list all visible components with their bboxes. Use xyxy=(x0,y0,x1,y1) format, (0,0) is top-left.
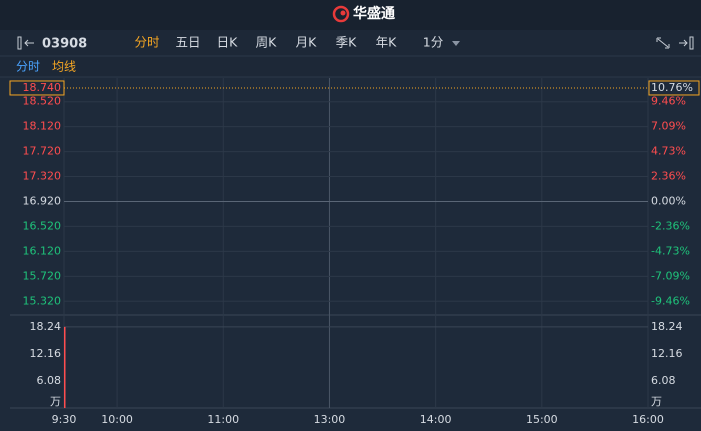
exit-icon[interactable] xyxy=(679,36,694,50)
logo-icon xyxy=(340,10,346,16)
x-tick-label: 9:30 xyxy=(52,413,77,426)
tab[interactable]: 日K xyxy=(217,35,239,50)
app-name: 华盛通 xyxy=(353,5,395,22)
toolbar-bg xyxy=(0,30,701,77)
x-tick-label: 10:00 xyxy=(101,413,133,426)
last-change-label: 10.76% xyxy=(651,81,693,94)
y2-tick-label: -4.73% xyxy=(651,244,690,257)
icon xyxy=(689,36,694,50)
tab[interactable]: 年K xyxy=(376,35,398,50)
tab[interactable]: 1分 xyxy=(423,35,443,50)
dropdown-arrow[interactable] xyxy=(452,41,460,46)
tab[interactable]: 分时 xyxy=(134,35,160,50)
y2-tick-label: 7.09% xyxy=(651,120,686,133)
x-tick-label: 11:00 xyxy=(207,413,239,426)
y2-tick-label: -7.09% xyxy=(651,269,690,282)
tabs: 分时 五日 日K 周K 月K 季K 年K 1分 xyxy=(134,35,443,50)
last-price-box xyxy=(9,80,65,96)
x-tick-label: 13:00 xyxy=(314,413,346,426)
fullscreen-icon[interactable] xyxy=(656,37,670,49)
unit-label: 万 xyxy=(651,395,662,408)
tab[interactable]: 五日 xyxy=(175,35,200,50)
y-tick-label: 17.320 xyxy=(23,170,62,183)
y2-tick-label: 18.24 xyxy=(651,320,683,333)
y-tick-label: 16.520 xyxy=(23,219,62,232)
y2-tick-label: 12.16 xyxy=(651,347,683,360)
y2-tick-label: 2.36% xyxy=(651,170,686,183)
subtab[interactable]: 分时 xyxy=(16,60,40,74)
y-tick-label: 15.320 xyxy=(23,294,62,307)
logo-icon xyxy=(332,5,350,23)
x-tick-label: 15:00 xyxy=(526,413,558,426)
symbol: 03908 xyxy=(42,37,87,52)
y-tick-label: 18.520 xyxy=(23,95,62,108)
unit-label: 万 xyxy=(50,395,61,408)
icon xyxy=(656,37,670,49)
y2-tick-label: 9.46% xyxy=(651,95,686,108)
icon xyxy=(17,36,22,50)
x-tick-label: 16:00 xyxy=(632,413,664,426)
volume-bar xyxy=(64,326,66,408)
y-tick-label: 15.720 xyxy=(23,269,62,282)
y2-tick-label: 6.08 xyxy=(651,374,676,387)
y-tick-label: 18.24 xyxy=(30,320,62,333)
x-tick-label: 14:00 xyxy=(420,413,452,426)
last-price-label: 18.740 xyxy=(23,81,62,94)
y2-tick-label: -9.46% xyxy=(651,294,690,307)
sidebar-toggle[interactable] xyxy=(17,36,34,50)
y2-tick-label: -2.36% xyxy=(651,219,690,232)
y-tick-label: 6.08 xyxy=(37,374,62,387)
tab[interactable]: 季K xyxy=(336,35,358,50)
y-tick-label: 18.120 xyxy=(23,120,62,133)
y2-tick-label: 0.00% xyxy=(651,194,686,207)
top-bar xyxy=(0,0,701,30)
y-tick-label: 16.920 xyxy=(23,194,62,207)
y-tick-label: 12.16 xyxy=(30,347,62,360)
subtab[interactable]: 均线 xyxy=(52,60,76,74)
y-tick-label: 17.720 xyxy=(23,145,62,158)
icon xyxy=(679,39,688,47)
y-tick-label: 16.120 xyxy=(23,244,62,257)
tab[interactable]: 周K xyxy=(256,35,278,50)
last-change-box xyxy=(648,80,700,96)
tab[interactable]: 月K xyxy=(296,35,318,50)
logo: 华盛通 xyxy=(332,5,395,23)
icon xyxy=(24,39,34,47)
chart: 9:30 10:00 11:00 13:00 14:00 15:00 16:00 18.520… xyxy=(9,78,701,426)
y2-tick-label: 4.73% xyxy=(651,145,686,158)
